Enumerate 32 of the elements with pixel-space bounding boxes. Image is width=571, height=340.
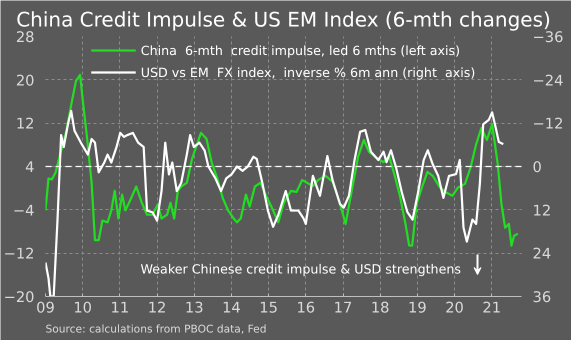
y-tick-label: 4	[25, 159, 35, 176]
x-tick-label: 18	[370, 300, 390, 316]
y-tick-label: −20	[4, 289, 35, 306]
y2-tick-label: 12	[532, 202, 552, 220]
y-tick-label: 12	[16, 116, 35, 133]
x-tick-label: 13	[184, 300, 204, 316]
x-tick-label: 20	[445, 300, 464, 316]
y2-tick-label: −24	[532, 72, 564, 90]
y2-tick-label: −36	[532, 29, 564, 46]
y-tick-label: 28	[16, 29, 35, 46]
annotation: Weaker Chinese credit impulse & USD strengthens	[140, 262, 461, 276]
source-note: Source: calculations from PBOC data, Fed	[46, 322, 266, 336]
x-tick-label: 09	[36, 300, 55, 316]
legend-label: China 6-mth credit impulse, led 6 mths (left axis)	[140, 42, 460, 58]
y-tick-label: −4	[12, 202, 35, 220]
x-tick-label: 12	[148, 300, 166, 316]
y2-tick-label: 24	[532, 246, 552, 263]
x-tick-label: 15	[259, 300, 278, 316]
x-tick-label: 19	[408, 300, 427, 316]
chart-title: China Credit Impulse & US EM Index (6-mth changes)	[16, 8, 551, 32]
x-tick-label: 11	[110, 300, 130, 316]
y2-tick-label: 36	[532, 289, 552, 306]
x-tick-label: 21	[482, 300, 502, 316]
x-tick-label: 16	[296, 300, 316, 316]
x-tick-label: 10	[73, 300, 92, 316]
y-tick-label: −12	[4, 246, 35, 263]
y-tick-label: 20	[16, 72, 35, 90]
y2-tick-label: −12	[532, 116, 564, 133]
x-tick-label: 17	[334, 300, 352, 316]
x-tick-label: 14	[222, 300, 241, 316]
y2-tick-label: 0	[532, 159, 542, 176]
legend-label: USD vs EM FX index, inverse % 6m ann (right axis)	[140, 64, 476, 80]
